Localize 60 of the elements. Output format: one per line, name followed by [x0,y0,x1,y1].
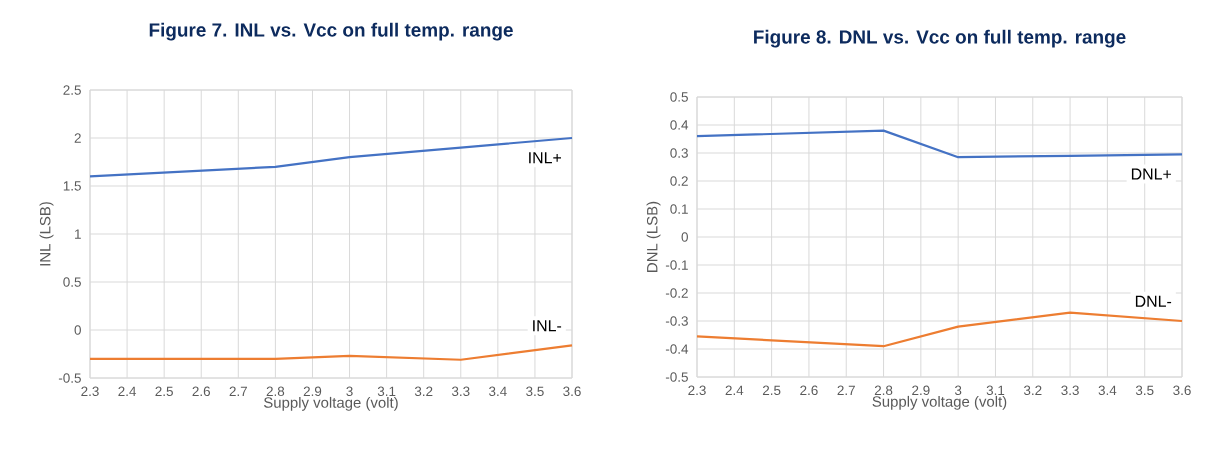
x-tick-label: 3.1 [377,386,396,397]
y-tick-label: -0.5 [58,373,81,383]
chart-title: Figure 8. DNL vs. Vcc on full temp. range [754,29,1126,48]
y-tick-label: 0.4 [670,120,689,130]
x-tick-label: 3.2 [1023,385,1042,396]
y-tick-label: -0.1 [665,260,688,270]
series-label: DNL- [1135,295,1172,307]
x-tick-label: 2.9 [912,385,930,396]
x-tick-label: 2.5 [155,386,173,397]
x-tick-label: 3.4 [489,386,507,397]
x-tick-label: 2.3 [688,385,706,396]
y-tick-label: 0 [74,325,81,335]
x-tick-label: 3.5 [1135,385,1154,396]
y-axis-title: DNL (LSB) [646,201,661,272]
x-tick-label: 3.2 [414,386,433,397]
series-label: DNL+ [1131,168,1172,180]
y-tick-label: 1.5 [63,181,81,191]
line-series [88,344,574,361]
x-tick-label: 3 [346,386,353,397]
x-tick-label: 2.3 [81,386,99,397]
x-tick-label: 2.4 [725,385,744,395]
y-tick-label: 0 [681,232,688,242]
chart-title: Figure 7. INL vs. Vcc on full temp. range [149,22,513,41]
x-tick-label: 3.1 [986,385,1005,396]
y-tick-label: 0.5 [670,92,688,102]
y-tick-label: 0.3 [670,148,688,158]
x-tick-label: 2.7 [837,385,855,395]
x-tick-label: 3.3 [1061,385,1079,396]
x-tick-label: 2.6 [192,386,210,397]
x-tick-label: 2.9 [303,386,322,397]
x-tick-label: 3.4 [1098,385,1117,396]
series-label: INL- [533,320,562,332]
x-tick-label: 3.6 [1173,385,1191,396]
y-tick-label: 2.5 [63,85,81,95]
y-tick-label: -0.4 [665,344,689,354]
x-tick-label: 2.8 [266,386,285,397]
x-tick-label: 2.6 [800,385,818,396]
y-tick-label: 0.1 [670,204,688,214]
x-tick-label: 2.8 [874,385,893,396]
series-label: INL+ [529,152,562,164]
x-tick-label: 3.6 [563,386,581,397]
line-series [695,129,1184,159]
x-tick-label: 3 [954,385,962,396]
line-series [695,311,1184,348]
y-tick-label: 2 [74,133,81,143]
x-tick-label: 2.5 [762,385,781,396]
y-axis-title: INL (LSB) [39,202,54,266]
x-tick-label: 2.7 [229,386,247,396]
y-tick-label: 0.5 [63,277,81,287]
x-tick-label: 2.4 [118,386,137,396]
line-series [88,136,574,178]
y-tick-label: 1 [75,229,81,239]
y-tick-label: -0.5 [665,372,688,382]
x-tick-label: 3.5 [526,386,544,397]
y-tick-label: -0.2 [665,288,688,298]
x-axis-title: Supply voltage (volt) [263,396,398,411]
y-tick-label: -0.3 [665,316,688,326]
y-tick-label: 0.2 [670,176,688,186]
x-tick-label: 3.3 [451,386,470,397]
x-axis-title: Supply voltage (volt) [872,395,1007,410]
